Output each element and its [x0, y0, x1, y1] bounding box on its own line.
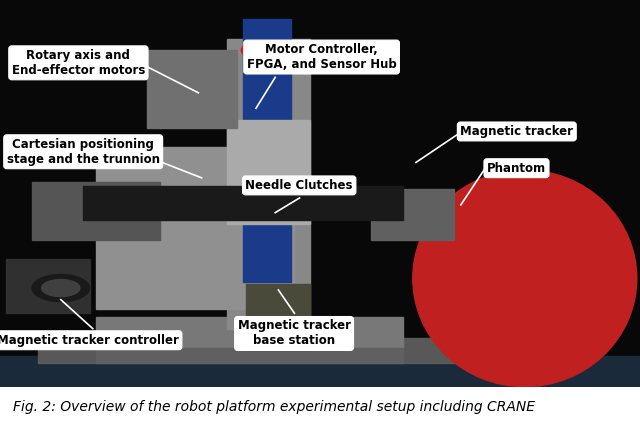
Ellipse shape	[42, 280, 80, 296]
Text: Phantom: Phantom	[487, 162, 546, 175]
Text: Rotary axis and
End-effector motors: Rotary axis and End-effector motors	[12, 49, 145, 77]
Bar	[0, 356, 640, 387]
Bar	[371, 190, 454, 240]
Bar	[227, 39, 310, 329]
Text: Magnetic tracker controller: Magnetic tracker controller	[0, 334, 179, 347]
Text: Needle Clutches: Needle Clutches	[246, 179, 353, 192]
Bar	[96, 348, 403, 363]
Text: Motor Controller,
FPGA, and Sensor Hub: Motor Controller, FPGA, and Sensor Hub	[247, 43, 396, 71]
Bar	[32, 182, 160, 240]
Bar	[96, 147, 294, 309]
Circle shape	[241, 43, 264, 57]
Ellipse shape	[413, 170, 637, 387]
Bar	[243, 19, 291, 282]
Ellipse shape	[32, 274, 90, 302]
Bar	[246, 284, 310, 350]
Bar	[147, 50, 237, 127]
Bar	[38, 338, 486, 363]
Text: Cartesian positioning
stage and the trunnion: Cartesian positioning stage and the trun…	[6, 138, 160, 166]
Text: Fig. 2: Overview of the robot platform experimental setup including CRANE: Fig. 2: Overview of the robot platform e…	[13, 400, 535, 414]
Text: Magnetic tracker
base station: Magnetic tracker base station	[237, 320, 351, 347]
Bar	[227, 120, 310, 224]
Bar	[83, 186, 403, 220]
Bar	[6, 259, 90, 313]
Text: Magnetic tracker: Magnetic tracker	[460, 125, 573, 138]
Bar	[96, 317, 403, 348]
